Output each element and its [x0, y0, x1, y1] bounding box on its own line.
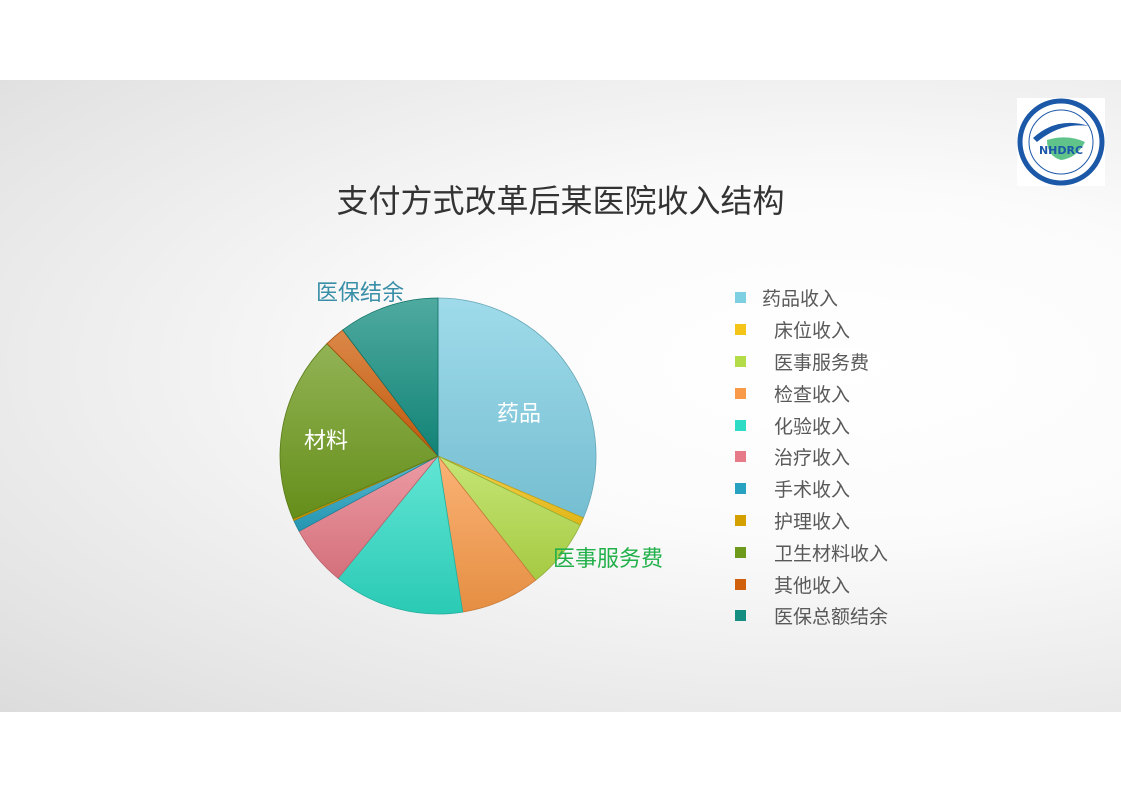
legend-label: 卫生材料收入 [774, 542, 889, 565]
legend-swatch [735, 546, 746, 558]
legend-swatch [735, 292, 746, 304]
chart-title: 支付方式改革后某医院收入结构 [336, 182, 785, 220]
legend: 药品收入床位收入医事服务费检查收入化验收入治疗收入手术收入护理收入卫生材料收入其… [735, 282, 888, 632]
legend-item: 手术收入 [735, 473, 888, 505]
pie-slice-8 [279, 343, 439, 520]
svg-text:NHDRC: NHDRC [1039, 144, 1083, 157]
pie-slice-4 [337, 455, 464, 615]
legend-label: 护理收入 [774, 510, 851, 533]
legend-item: 检查收入 [735, 377, 888, 409]
legend-swatch [735, 387, 746, 399]
legend-item: 卫生材料收入 [735, 536, 888, 568]
legend-swatch [735, 578, 746, 590]
nhdrc-logo: NHDRC [1017, 98, 1105, 186]
legend-swatch [735, 610, 746, 622]
legend-item: 床位收入 [735, 314, 888, 346]
legend-label: 医事服务费 [774, 351, 870, 374]
legend-item: 化验收入 [735, 409, 888, 441]
annotation-material: 材料 [304, 429, 349, 454]
legend-swatch [735, 514, 746, 526]
legend-item: 护理收入 [735, 505, 888, 537]
pie-slice-10 [342, 297, 439, 458]
pie-slice-0 [437, 297, 597, 519]
legend-swatch [735, 419, 746, 431]
legend-label: 其他收入 [774, 574, 851, 597]
legend-label: 化验收入 [774, 415, 851, 438]
legend-label: 医保总额结余 [774, 606, 889, 629]
legend-item: 医事服务费 [735, 346, 888, 378]
annotation-medical-service-fee: 医事服务费 [553, 547, 664, 572]
legend-swatch [735, 324, 746, 336]
legend-label: 检查收入 [774, 383, 851, 406]
legend-label: 药品收入 [762, 288, 839, 311]
legend-item: 药品收入 [735, 282, 888, 314]
annotation-insurance-surplus: 医保结余 [316, 281, 405, 306]
legend-label: 治疗收入 [774, 447, 851, 470]
legend-swatch [735, 355, 746, 367]
legend-label: 手术收入 [774, 479, 851, 502]
legend-item: 治疗收入 [735, 441, 888, 473]
legend-swatch [735, 451, 746, 463]
legend-label: 床位收入 [774, 320, 851, 343]
legend-item: 其他收入 [735, 568, 888, 600]
annotation-drug: 药品 [497, 402, 542, 427]
legend-swatch [735, 483, 746, 495]
legend-item: 医保总额结余 [735, 600, 888, 632]
